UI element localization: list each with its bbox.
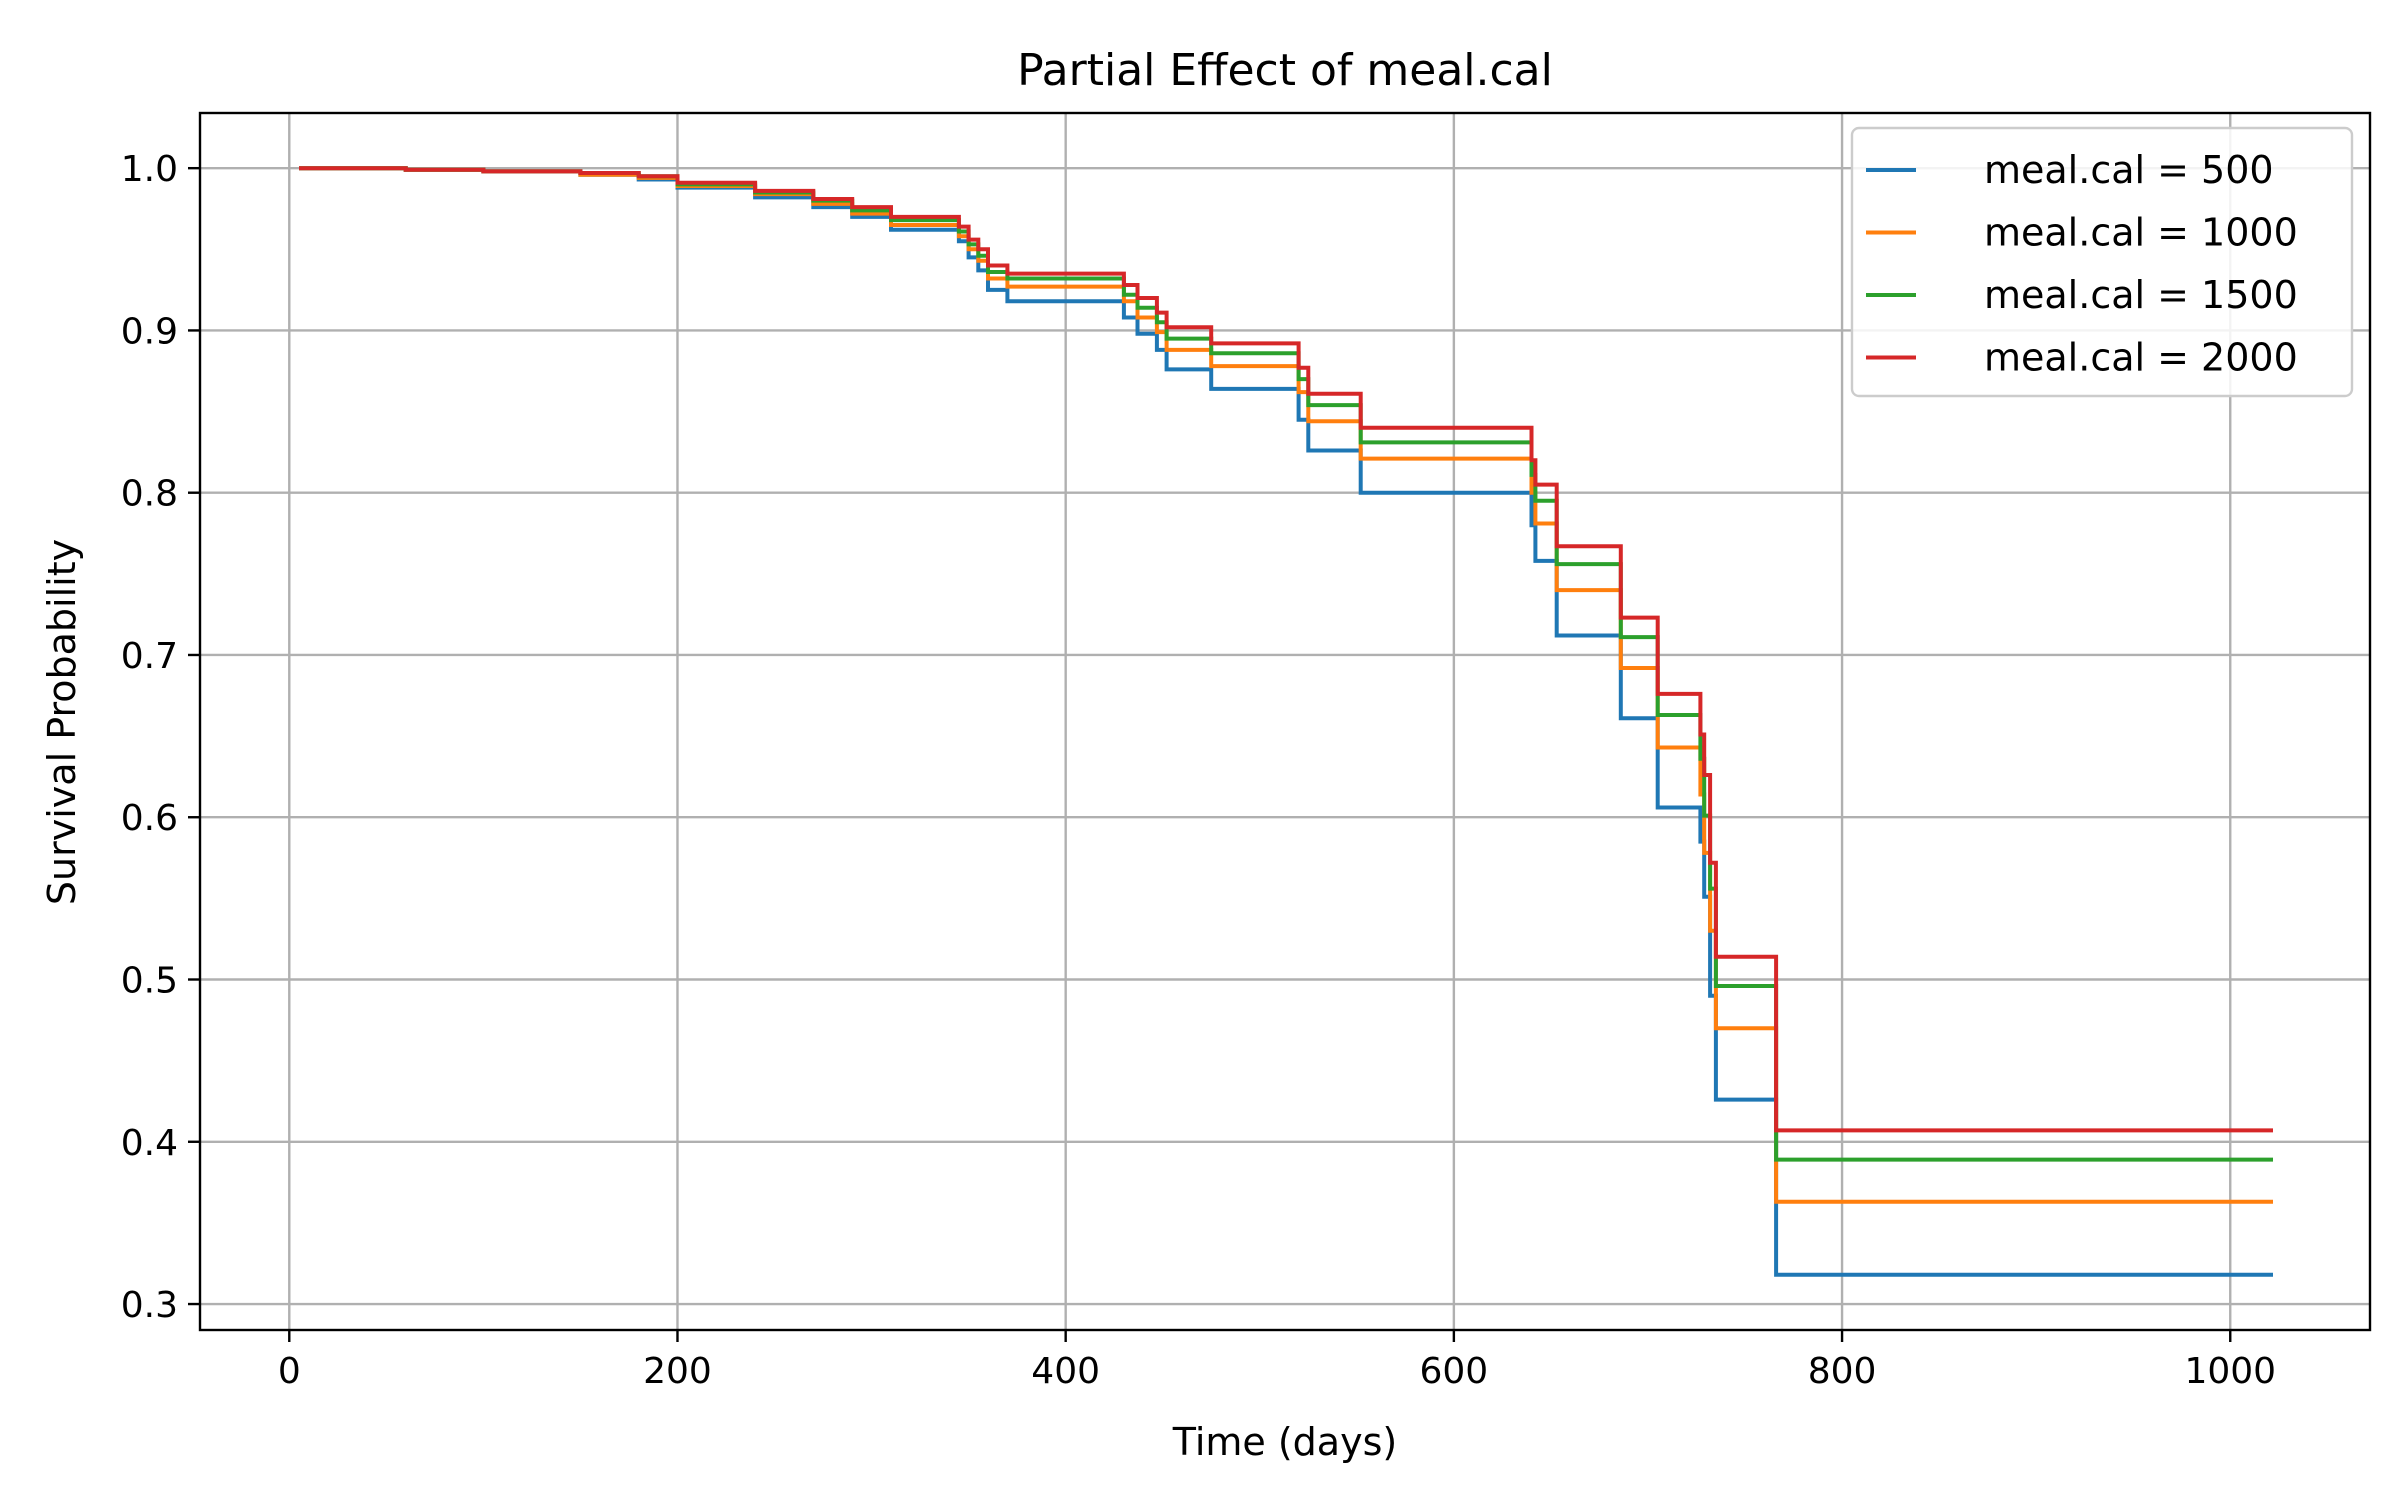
y-tick-label: 0.5 bbox=[121, 961, 178, 1002]
y-tick-label: 0.8 bbox=[121, 474, 178, 515]
x-tick-label: 200 bbox=[643, 1351, 712, 1392]
series-lines bbox=[299, 166, 2273, 1277]
legend-box bbox=[1850, 126, 2354, 398]
legend-label: meal.cal = 1500 bbox=[1984, 273, 2298, 317]
x-tick-label: 600 bbox=[1420, 1351, 1489, 1392]
y-tick-label: 0.3 bbox=[121, 1285, 178, 1326]
x-tick-label: 400 bbox=[1031, 1351, 1100, 1392]
y-tick-label: 1.0 bbox=[121, 149, 178, 190]
y-tick-label: 0.4 bbox=[121, 1123, 178, 1164]
y-tick-label: 0.9 bbox=[121, 311, 178, 352]
legend-label: meal.cal = 1000 bbox=[1984, 211, 2298, 255]
legend-items: meal.cal = 500 meal.cal = 1000 meal.cal = … bbox=[1866, 148, 2298, 380]
x-tick-label: 1000 bbox=[2184, 1351, 2276, 1392]
chart-title: Partial Effect of meal.cal bbox=[1017, 45, 1553, 96]
y-axis-ticks: 0.3 0.4 0.5 0.6 0.7 0.8 0.9 1.0 bbox=[121, 149, 200, 1326]
x-tick-label: 800 bbox=[1808, 1351, 1877, 1392]
y-axis-label: Survival Probability bbox=[40, 539, 84, 905]
x-axis-ticks: 0 200 400 600 800 1000 bbox=[278, 1330, 2276, 1392]
series-line-meal-cal-2000 bbox=[299, 166, 2273, 1133]
y-tick-label: 0.6 bbox=[121, 798, 178, 839]
plot-area-frame bbox=[198, 111, 2372, 1332]
legend: meal.cal = 500 meal.cal = 1000 meal.cal = … bbox=[1850, 126, 2354, 398]
x-tick-label: 0 bbox=[278, 1351, 301, 1392]
legend-label: meal.cal = 2000 bbox=[1984, 336, 2298, 380]
legend-label: meal.cal = 500 bbox=[1984, 148, 2274, 192]
y-tick-label: 0.7 bbox=[121, 636, 178, 677]
x-axis-label: Time (days) bbox=[1172, 1420, 1397, 1464]
